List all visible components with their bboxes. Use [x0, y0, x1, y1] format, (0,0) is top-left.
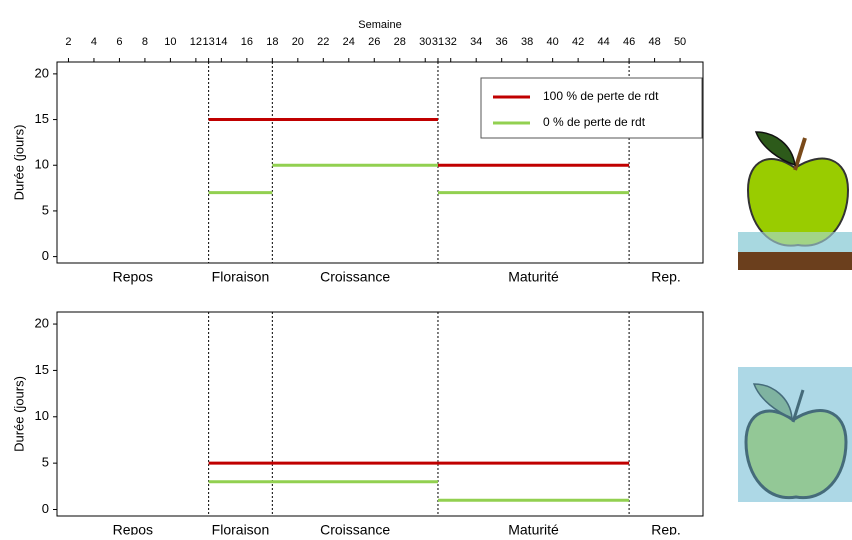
y-axis-label: Durée (jours)	[11, 125, 26, 201]
x-tick-label: 31	[432, 36, 444, 48]
y-tick-label: 20	[35, 315, 49, 330]
x-tick-label: 16	[241, 36, 253, 48]
x-tick-label: 40	[547, 36, 559, 48]
x-tick-label: 6	[116, 36, 122, 48]
y-tick-label: 10	[35, 157, 49, 172]
phase-label: Floraison	[212, 522, 270, 535]
phase-label: Repos	[113, 522, 153, 535]
plot-frame	[56, 311, 704, 517]
phase-label: Rep.	[651, 269, 681, 285]
x-tick-label: 8	[142, 36, 148, 48]
y-tick-label: 20	[35, 65, 49, 80]
phase-label: Repos	[113, 269, 153, 285]
phase-label: Croissance	[320, 522, 390, 535]
legend-label: 0 % de perte de rdt	[543, 115, 646, 129]
legend-label: 100 % de perte de rdt	[543, 89, 659, 103]
phase-label: Croissance	[320, 269, 390, 285]
x-tick-label: 28	[394, 36, 406, 48]
y-tick-label: 10	[35, 408, 49, 423]
phase-label: Rep.	[651, 522, 681, 535]
x-tick-label: 26	[368, 36, 380, 48]
x-tick-label: 13	[203, 36, 215, 48]
y-tick-label: 0	[42, 248, 49, 263]
x-tick-label: 32	[445, 36, 457, 48]
x-tick-label: 14	[215, 36, 227, 48]
x-tick-label: 4	[91, 36, 97, 48]
x-tick-label: 2	[65, 36, 71, 48]
phase-label: Maturité	[508, 269, 559, 285]
x-tick-label: 18	[266, 36, 278, 48]
apple-dry	[738, 131, 852, 270]
x-tick-label: 20	[292, 36, 304, 48]
y-axis-label: Durée (jours)	[11, 376, 26, 452]
x-tick-label: 36	[496, 36, 508, 48]
x-tick-label: 30	[419, 36, 431, 48]
x-tick-label: 46	[623, 36, 635, 48]
apple-wet	[738, 367, 852, 502]
plot-frame	[56, 61, 704, 264]
y-tick-label: 15	[35, 362, 49, 377]
phase-label: Floraison	[212, 269, 270, 285]
y-tick-label: 15	[35, 111, 49, 126]
x-tick-label: 22	[317, 36, 329, 48]
x-axis-label: Semaine	[358, 19, 401, 31]
x-tick-label: 44	[597, 36, 609, 48]
x-tick-label: 48	[648, 36, 660, 48]
x-tick-label: 42	[572, 36, 584, 48]
x-tick-label: 38	[521, 36, 533, 48]
phase-label: Maturité	[508, 522, 559, 535]
y-tick-label: 5	[42, 455, 49, 470]
x-tick-label: 12	[190, 36, 202, 48]
x-tick-label: 50	[674, 36, 686, 48]
x-tick-label: 34	[470, 36, 482, 48]
y-tick-label: 5	[42, 202, 49, 217]
legend-box	[480, 77, 703, 139]
y-tick-label: 0	[42, 501, 49, 516]
x-tick-label: 24	[343, 36, 355, 48]
x-tick-label: 10	[164, 36, 176, 48]
